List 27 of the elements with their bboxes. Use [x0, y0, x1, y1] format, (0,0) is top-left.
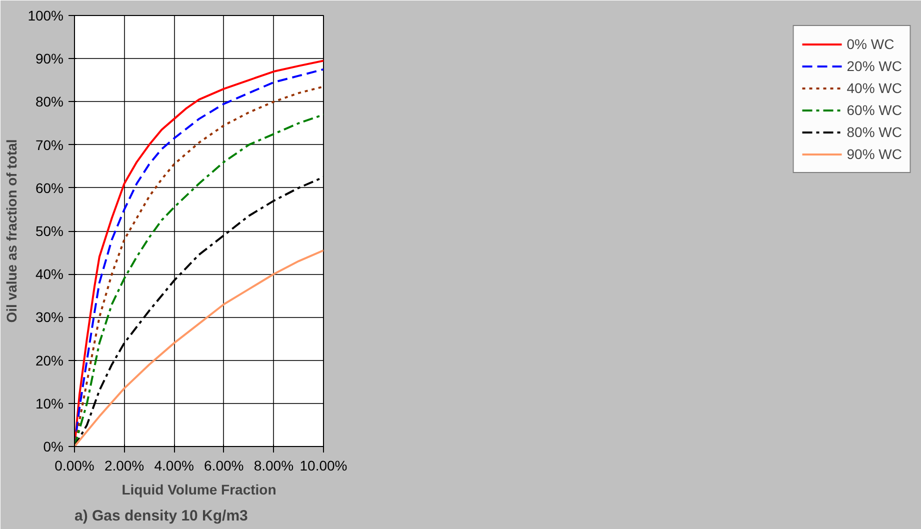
- y-axis-title: Oil value as fraction of total: [4, 139, 20, 323]
- y-tick-label: 20%: [35, 352, 64, 368]
- x-tick-label: 10.00%: [300, 458, 348, 474]
- line-series: [74, 249, 324, 446]
- legend-label: 0% WC: [846, 36, 894, 52]
- legend-label: 20% WC: [846, 58, 902, 74]
- y-tick-label: 30%: [35, 309, 64, 326]
- legend-label: 90% WC: [846, 146, 902, 162]
- x-tick-label: 6.00%: [204, 458, 244, 474]
- x-tick-label: 0.00%: [54, 458, 94, 474]
- x-axis-title: Liquid Volume Fraction: [122, 482, 276, 498]
- y-tick-label: 60%: [35, 180, 64, 196]
- legend-label: 40% WC: [846, 80, 902, 96]
- y-tick-label: 10%: [35, 395, 64, 412]
- legend-label: 60% WC: [846, 102, 902, 118]
- x-tick-label: 2.00%: [104, 458, 144, 474]
- text: a) Gas density 10 Kg/m3: [74, 508, 248, 524]
- x-tick-label: 8.00%: [254, 458, 294, 474]
- x-tick-label: 4.00%: [154, 458, 194, 474]
- y-tick-label: 40%: [35, 266, 64, 282]
- y-tick-label: 0%: [43, 438, 64, 454]
- legend-label: 80% WC: [846, 124, 902, 140]
- y-tick-label: 80%: [35, 94, 64, 110]
- y-tick-label: 50%: [35, 223, 64, 239]
- y-tick-label: 70%: [35, 136, 64, 153]
- y-tick-label: 100%: [28, 8, 64, 24]
- y-tick-label: 90%: [35, 50, 64, 67]
